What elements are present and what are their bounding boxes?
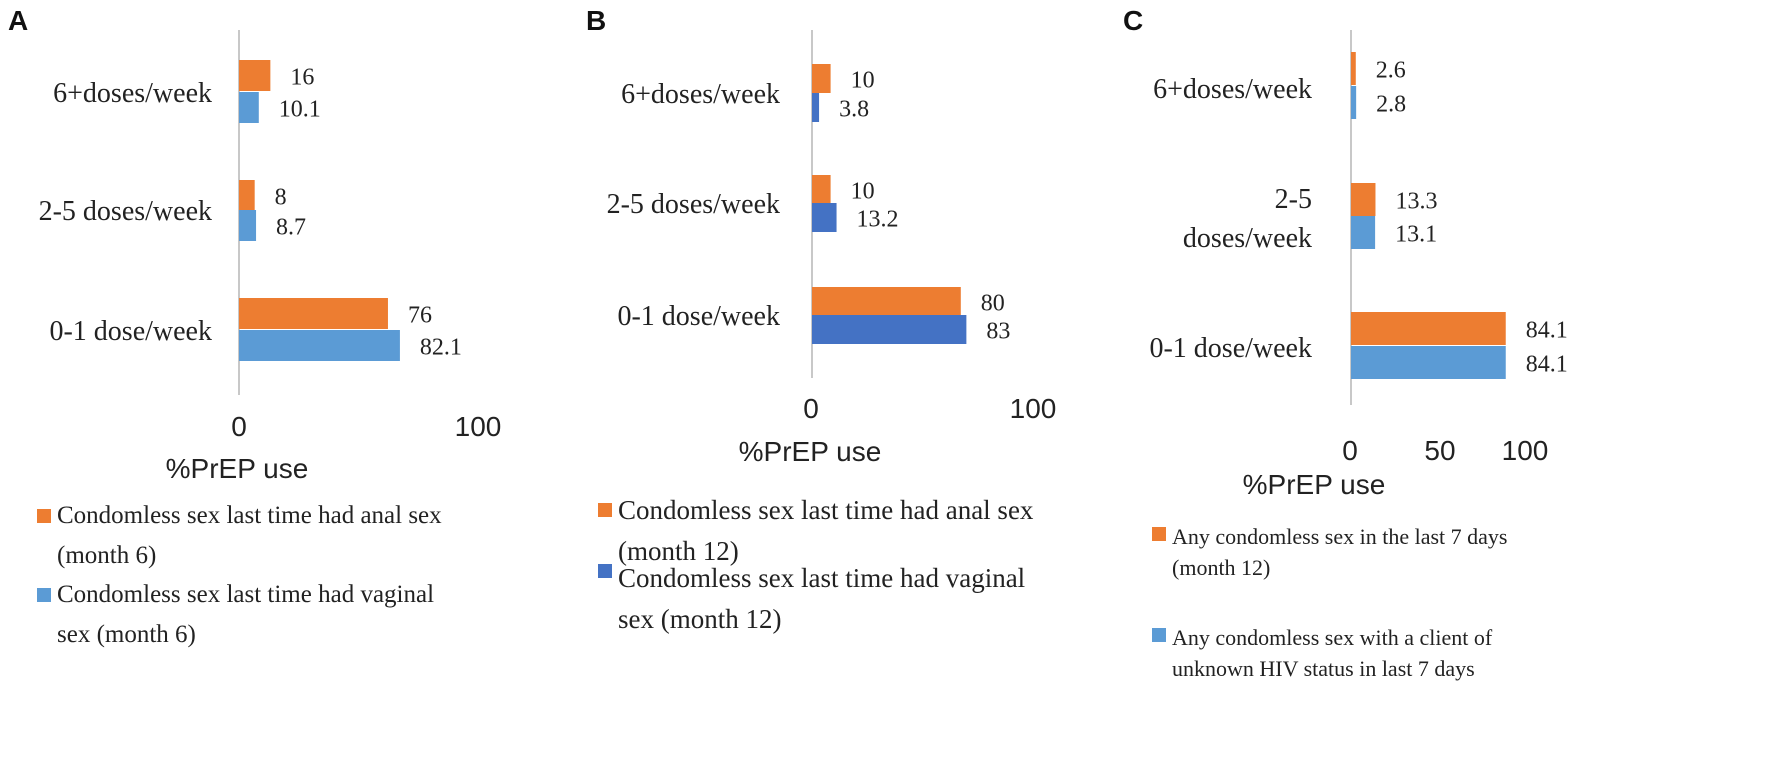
data-label: 84.1 [1526, 318, 1568, 344]
legend-entry: Condomless sex last time had anal sex [57, 502, 442, 529]
legend-entry: Any condomless sex in the last 7 days [1172, 524, 1507, 549]
data-label: 82.1 [420, 335, 462, 361]
category-label: doses/week [1183, 223, 1312, 254]
data-label: 13.3 [1395, 189, 1437, 215]
legend-swatch [37, 588, 51, 602]
legend-entry: (month 12) [618, 536, 739, 566]
bar-blue [812, 315, 967, 344]
bar-blue [1351, 86, 1357, 119]
data-label: 8.7 [276, 215, 306, 241]
x-tick-label: 100 [1010, 393, 1057, 424]
data-label: 3.8 [839, 97, 869, 123]
data-label: 76 [408, 303, 432, 329]
category-label: 0-1 dose/week [1149, 333, 1312, 364]
bar-blue [812, 203, 837, 232]
data-label: 16 [290, 65, 314, 91]
bar-blue [1351, 346, 1506, 379]
legend-entry: Any condomless sex with a client of [1172, 625, 1493, 650]
bar-orange [239, 60, 271, 91]
legend-swatch [598, 564, 612, 578]
panel-b: B 6+doses/week 2-5 doses/week 0-1 dose/week… [586, 5, 1056, 634]
bar-blue [239, 330, 400, 361]
legend-entry: sex (month 12) [618, 604, 781, 634]
x-tick-label: 0 [803, 393, 819, 424]
x-tick-label: 0 [1342, 435, 1358, 466]
category-label: 0-1 dose/week [49, 316, 212, 347]
panel-c: C 6+doses/week 2-5 doses/week 0-1 dose/week 2… [1123, 5, 1568, 681]
category-label: 2-5 doses/week [607, 189, 780, 220]
data-label: 2.6 [1376, 58, 1406, 84]
legend-entry: sex (month 6) [57, 621, 196, 648]
x-tick-label: 100 [455, 411, 502, 442]
legend-entry: (month 12) [1172, 555, 1270, 580]
panel-label: B [586, 5, 606, 36]
legend-entry: Condomless sex last time had anal sex [618, 495, 1034, 525]
category-label: 6+doses/week [53, 78, 212, 109]
bar-orange [1351, 52, 1356, 85]
data-label: 84.1 [1526, 352, 1568, 378]
legend-entry: unknown HIV status in last 7 days [1172, 656, 1475, 681]
category-label: 6+doses/week [1153, 74, 1312, 105]
x-axis-title: %PrEP use [166, 453, 309, 484]
data-label: 83 [986, 319, 1010, 345]
legend-swatch [37, 509, 51, 523]
data-label: 10 [851, 68, 875, 94]
data-label: 80 [981, 291, 1005, 317]
bar-blue [239, 210, 257, 241]
bar-orange [239, 298, 388, 329]
category-label: 2-5 [1275, 184, 1312, 215]
category-label: 6+doses/week [621, 79, 780, 110]
bar-orange [239, 180, 255, 211]
x-tick-label: 50 [1424, 435, 1455, 466]
panel-label: A [8, 5, 28, 36]
bar-orange [812, 64, 831, 93]
x-tick-label: 0 [231, 411, 247, 442]
bar-orange [812, 287, 961, 316]
data-label: 10.1 [279, 97, 321, 123]
legend-swatch [1152, 628, 1166, 642]
legend-entry: Condomless sex last time had vaginal [618, 563, 1025, 593]
panel-label: C [1123, 5, 1143, 36]
category-label: 2-5 doses/week [39, 196, 212, 227]
data-label: 10 [851, 179, 875, 205]
legend-entry: Condomless sex last time had vaginal [57, 581, 434, 608]
legend-swatch [1152, 527, 1166, 541]
panel-a: A 6+doses/week 2-5 doses/week 0-1 dose/week… [8, 5, 501, 648]
data-label: 2.8 [1376, 92, 1406, 118]
category-label: 0-1 dose/week [617, 301, 780, 332]
bar-orange [1351, 183, 1376, 216]
x-tick-label: 100 [1502, 435, 1549, 466]
x-axis-title: %PrEP use [739, 436, 882, 467]
bar-blue [239, 92, 259, 123]
data-label: 13.1 [1395, 222, 1437, 248]
legend-entry: (month 6) [57, 542, 156, 569]
data-label: 13.2 [857, 207, 899, 233]
legend-swatch [598, 503, 612, 517]
bar-orange [1351, 312, 1506, 345]
x-axis-title: %PrEP use [1243, 469, 1386, 500]
data-label: 8 [275, 185, 287, 211]
bar-blue [1351, 216, 1376, 249]
bar-blue [812, 93, 820, 122]
bar-orange [812, 175, 831, 204]
